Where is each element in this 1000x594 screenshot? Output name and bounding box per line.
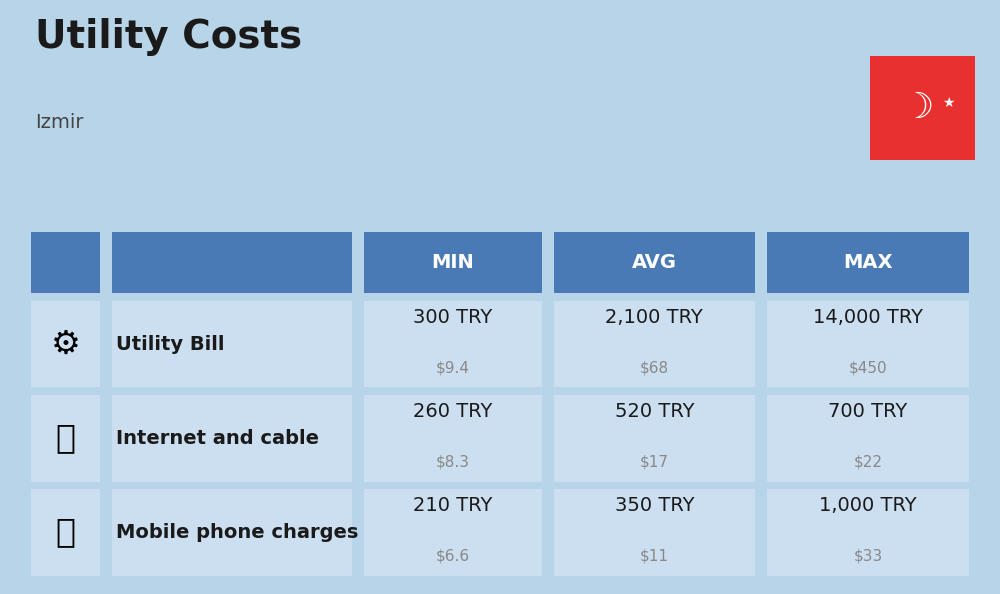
- FancyBboxPatch shape: [112, 394, 352, 482]
- Text: ★: ★: [942, 96, 955, 110]
- FancyBboxPatch shape: [364, 232, 542, 293]
- Text: 📱: 📱: [55, 516, 75, 549]
- Text: Utility Costs: Utility Costs: [35, 18, 302, 56]
- Text: AVG: AVG: [632, 254, 677, 272]
- Text: MIN: MIN: [431, 254, 474, 272]
- Text: 520 TRY: 520 TRY: [615, 402, 694, 421]
- Text: $9.4: $9.4: [436, 361, 470, 375]
- Text: Internet and cable: Internet and cable: [116, 429, 319, 447]
- Text: 1,000 TRY: 1,000 TRY: [819, 496, 917, 515]
- FancyBboxPatch shape: [112, 232, 352, 293]
- Text: $11: $11: [640, 548, 669, 563]
- FancyBboxPatch shape: [767, 489, 969, 576]
- Text: 350 TRY: 350 TRY: [615, 496, 694, 515]
- FancyBboxPatch shape: [112, 301, 352, 387]
- Text: $33: $33: [854, 548, 883, 563]
- Text: Utility Bill: Utility Bill: [116, 334, 224, 353]
- FancyBboxPatch shape: [112, 489, 352, 576]
- FancyBboxPatch shape: [31, 489, 100, 576]
- Text: MAX: MAX: [843, 254, 893, 272]
- FancyBboxPatch shape: [554, 232, 755, 293]
- Text: ⚙: ⚙: [50, 327, 80, 361]
- FancyBboxPatch shape: [767, 232, 969, 293]
- FancyBboxPatch shape: [554, 489, 755, 576]
- Text: 700 TRY: 700 TRY: [828, 402, 908, 421]
- Text: $22: $22: [854, 454, 883, 469]
- Text: $450: $450: [849, 361, 887, 375]
- Text: 📶: 📶: [55, 422, 75, 454]
- FancyBboxPatch shape: [31, 232, 100, 293]
- Text: Izmir: Izmir: [35, 113, 84, 132]
- Text: $17: $17: [640, 454, 669, 469]
- FancyBboxPatch shape: [364, 489, 542, 576]
- FancyBboxPatch shape: [767, 301, 969, 387]
- FancyBboxPatch shape: [554, 301, 755, 387]
- FancyBboxPatch shape: [364, 394, 542, 482]
- Text: 14,000 TRY: 14,000 TRY: [813, 308, 923, 327]
- FancyBboxPatch shape: [364, 301, 542, 387]
- FancyBboxPatch shape: [31, 394, 100, 482]
- FancyBboxPatch shape: [554, 394, 755, 482]
- Text: Mobile phone charges: Mobile phone charges: [116, 523, 358, 542]
- Text: $6.6: $6.6: [435, 548, 470, 563]
- Text: 210 TRY: 210 TRY: [413, 496, 492, 515]
- FancyBboxPatch shape: [767, 394, 969, 482]
- Text: $8.3: $8.3: [436, 454, 470, 469]
- Text: 2,100 TRY: 2,100 TRY: [605, 308, 703, 327]
- Text: $68: $68: [640, 361, 669, 375]
- FancyBboxPatch shape: [870, 56, 975, 160]
- Text: ☽: ☽: [901, 91, 933, 125]
- Text: 260 TRY: 260 TRY: [413, 402, 492, 421]
- Text: 300 TRY: 300 TRY: [413, 308, 492, 327]
- FancyBboxPatch shape: [31, 301, 100, 387]
